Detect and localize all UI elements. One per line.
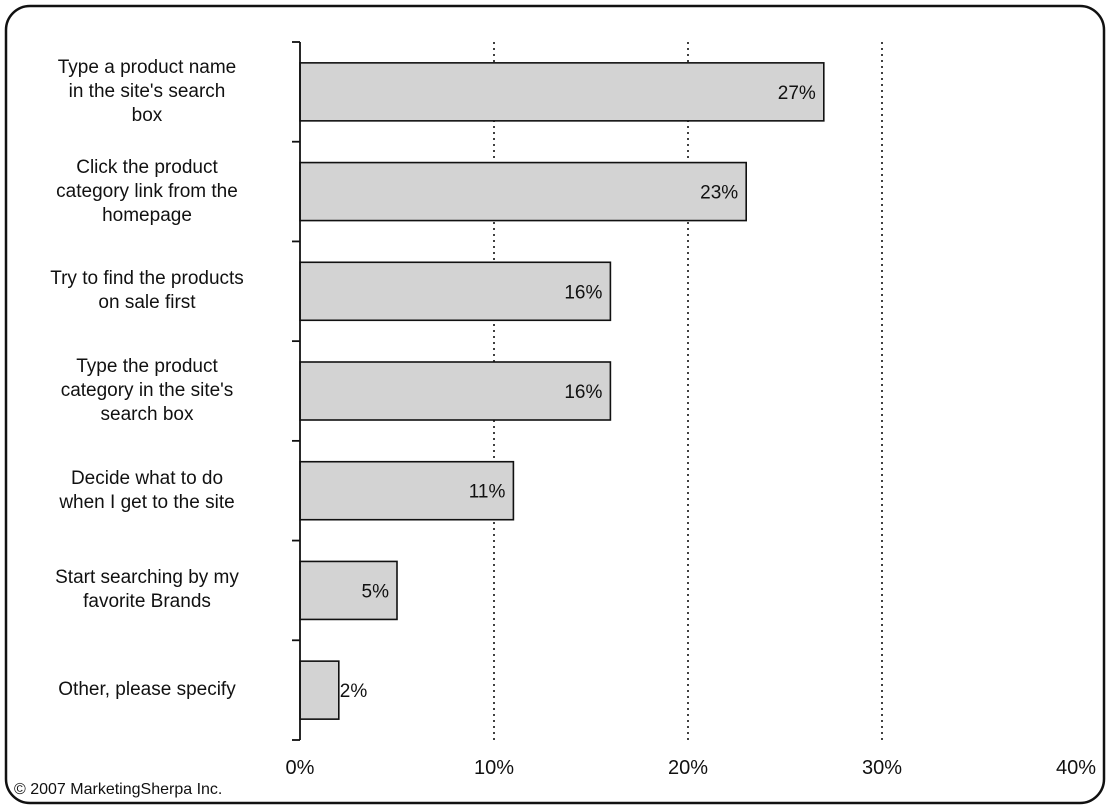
category-label-6: Start searching by my favorite Brands bbox=[2, 566, 292, 614]
x-tick-label-30: 30% bbox=[862, 757, 902, 779]
category-label-7: Other, please specify bbox=[2, 678, 292, 702]
category-label-4: Type the product category in the site's se… bbox=[2, 355, 292, 427]
category-label-3: Try to find the products on sale first bbox=[2, 267, 292, 315]
category-label-line: category in the site's bbox=[60, 380, 234, 401]
value-label-6: 5% bbox=[362, 581, 390, 602]
value-label-4: 16% bbox=[564, 382, 602, 403]
category-label-line: homepage bbox=[102, 204, 192, 226]
bar-2 bbox=[299, 161, 748, 222]
category-label-line: on sale first bbox=[98, 292, 196, 314]
bar-6 bbox=[299, 560, 398, 621]
category-label-line: Type a product name bbox=[57, 56, 237, 78]
value-label-1: 27% bbox=[778, 83, 816, 104]
category-label-2: Click the product category link from the h… bbox=[2, 156, 292, 228]
bar-5 bbox=[299, 460, 515, 521]
value-label-3: 16% bbox=[564, 282, 602, 303]
bar-1 bbox=[299, 62, 825, 122]
category-label-1: Type a product name in the site's search b… bbox=[2, 56, 292, 128]
x-tick-label-10: 10% bbox=[474, 757, 514, 779]
chart-border bbox=[4, 4, 1106, 805]
value-label-5: 11% bbox=[469, 482, 506, 503]
x-tick-label-20: 20% bbox=[668, 757, 708, 779]
category-label-line: search box bbox=[100, 404, 194, 425]
category-label-line: when I get to the site bbox=[59, 491, 235, 513]
category-label-line: category link from the bbox=[56, 180, 238, 202]
bars: 27% 23% 16% 16% 11% 5% 2% bbox=[299, 62, 825, 720]
bar-7 bbox=[299, 660, 340, 720]
category-label-line: in the site's search bbox=[68, 80, 226, 102]
category-label-line: Start searching by my bbox=[55, 567, 239, 589]
category-label-line: favorite Brands bbox=[83, 591, 211, 613]
category-label-line: Other, please specify bbox=[58, 679, 236, 701]
category-label-5: Decide what to do when I get to the site bbox=[2, 467, 292, 515]
category-label-line: Type the product bbox=[76, 356, 218, 377]
bar-4 bbox=[299, 361, 612, 421]
category-label-line: box bbox=[131, 104, 163, 126]
category-label-line: Try to find the products bbox=[50, 268, 244, 290]
x-tick-label-40: 40% bbox=[1056, 757, 1096, 779]
axes: 0% 10% 20% 30% 40% bbox=[286, 41, 1096, 779]
copyright-text: © 2007 MarketingSherpa Inc. bbox=[14, 781, 223, 798]
x-tick-label-0: 0% bbox=[286, 757, 315, 779]
value-label-2: 23% bbox=[700, 183, 738, 204]
category-label-line: Click the product bbox=[76, 156, 218, 178]
value-label-7: 2% bbox=[340, 681, 368, 702]
category-label-line: Decide what to do bbox=[70, 467, 224, 489]
